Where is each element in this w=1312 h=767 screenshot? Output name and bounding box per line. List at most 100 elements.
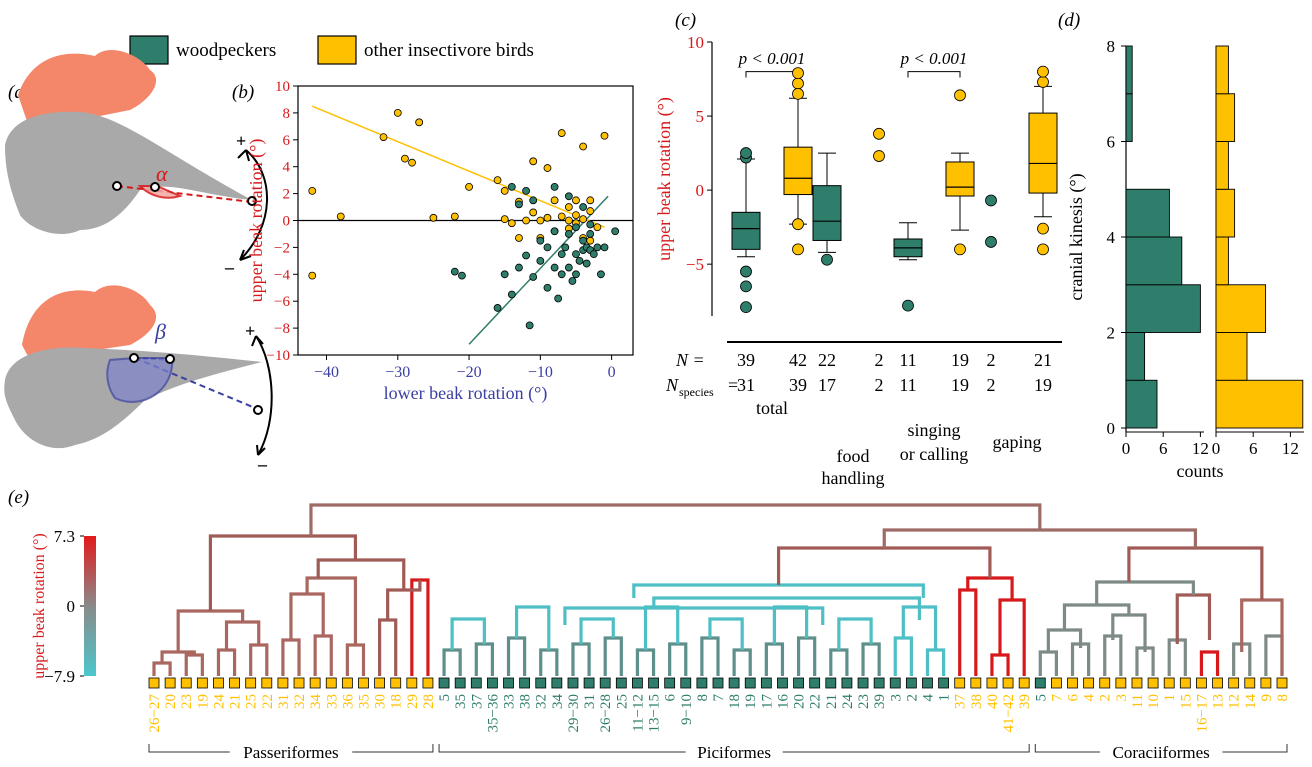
tip-marker — [680, 677, 692, 689]
tree-branch — [539, 648, 559, 676]
scatter-point — [401, 154, 409, 163]
alpha-angle-wedge — [137, 185, 183, 199]
box — [783, 146, 813, 196]
scatter-point — [557, 270, 566, 279]
nspecies-value: 19 — [1034, 375, 1052, 395]
clade-bracket-left — [438, 744, 686, 753]
scatter-point — [529, 273, 538, 281]
scatter-point — [515, 200, 523, 209]
tree-branch — [506, 636, 527, 676]
scatter-point — [507, 219, 516, 228]
scatter-point — [450, 212, 459, 221]
beta-angle-wedge — [106, 357, 174, 403]
scatter-point — [597, 270, 605, 279]
x-tick-label: 0 — [1122, 439, 1131, 458]
tip-label: 33 — [324, 694, 340, 709]
tip-marker — [245, 677, 257, 689]
tip-label: 18 — [727, 694, 743, 709]
tip-label: 41−42 — [1001, 694, 1017, 732]
group-label-line2: or calling — [900, 444, 968, 464]
tree-branch — [700, 636, 720, 676]
scatter-point — [564, 263, 573, 272]
colorbar-tick-label: 7.3 — [54, 527, 75, 546]
minus-sign: – — [224, 257, 235, 277]
tip-marker — [793, 677, 804, 689]
tip-label: 26−27 — [147, 694, 163, 733]
n-value: 39 — [737, 350, 755, 370]
clade-bracket-right — [782, 744, 1030, 753]
tip-marker — [777, 677, 788, 689]
tip-label: 15 — [1178, 694, 1194, 709]
tip-label: 16−17 — [1194, 694, 1210, 733]
tip-marker — [954, 677, 966, 689]
tip-marker — [309, 677, 321, 689]
row-label-n: N = — [675, 350, 705, 370]
tree-branch — [152, 661, 172, 676]
outlier-point — [792, 87, 804, 100]
scatter-point — [415, 118, 424, 127]
tree-branch — [208, 534, 358, 611]
data-point — [873, 127, 885, 140]
tip-label: 18 — [389, 694, 405, 709]
scatter-point — [593, 243, 602, 252]
fit-line — [311, 105, 605, 228]
tip-marker — [712, 677, 724, 689]
scatter-point — [586, 220, 595, 229]
scatter-point — [557, 212, 566, 221]
tip-label: 16 — [775, 694, 791, 710]
tree-branch — [893, 636, 913, 676]
scatter-point — [529, 208, 538, 217]
scatter-point — [611, 227, 620, 236]
tip-label: 7 — [711, 694, 727, 702]
panel-a-illustrations: α + – β + – — [4, 50, 273, 474]
outlier-point — [1037, 65, 1049, 78]
x-tick-label: 12 — [1192, 439, 1209, 458]
row-label-nspecies: N — [665, 375, 679, 395]
joint-point — [150, 182, 160, 192]
tip-label: 2 — [1098, 694, 1114, 702]
tip-label: 23 — [179, 694, 195, 709]
histogram-bar — [1215, 141, 1229, 190]
plus-sign: + — [245, 321, 255, 341]
tree-branch — [708, 617, 744, 650]
tip-marker — [1228, 677, 1240, 689]
scatter-point — [550, 263, 559, 272]
scatter-point — [572, 196, 580, 205]
y-tick-label: 6 — [1107, 133, 1116, 152]
scatter-point — [564, 230, 573, 238]
tip-label: 3 — [1114, 694, 1130, 702]
scatter-point — [543, 164, 552, 172]
outlier-point — [1037, 222, 1049, 235]
tip-label: 17 — [759, 694, 775, 710]
tip-label: 32 — [534, 694, 550, 709]
tip-label: 5 — [437, 694, 453, 702]
tip-marker — [1260, 677, 1272, 689]
row-label-nspecies-sub: species — [679, 385, 714, 399]
tip-label: 10 — [1146, 694, 1162, 709]
y-tick-label: −2 — [274, 240, 290, 256]
scatter-point — [507, 290, 516, 299]
tree-branch — [861, 642, 881, 676]
box — [812, 185, 842, 241]
tip-label: 25 — [244, 694, 260, 709]
tip-label: 9 — [1259, 694, 1275, 702]
tip-marker — [857, 677, 869, 689]
tip-marker — [1276, 677, 1288, 689]
tree-branch — [410, 578, 430, 676]
tip-marker — [744, 677, 756, 689]
tree-branch — [579, 617, 615, 644]
tip-marker — [325, 677, 337, 689]
rotation-arc — [239, 149, 268, 261]
tip-marker — [1051, 677, 1062, 689]
outlier-point — [1037, 243, 1049, 256]
tip-label: 20 — [163, 694, 179, 709]
y-axis-title: upper beak rotation (°) — [246, 139, 267, 303]
scatter-point — [600, 131, 609, 140]
tip-marker — [632, 677, 643, 689]
tree-branch — [1095, 580, 1195, 605]
scatter-point — [543, 283, 552, 292]
x-tick-label: 0 — [1212, 439, 1221, 458]
rotation-arc — [255, 335, 273, 456]
histogram-bar — [1215, 379, 1304, 429]
